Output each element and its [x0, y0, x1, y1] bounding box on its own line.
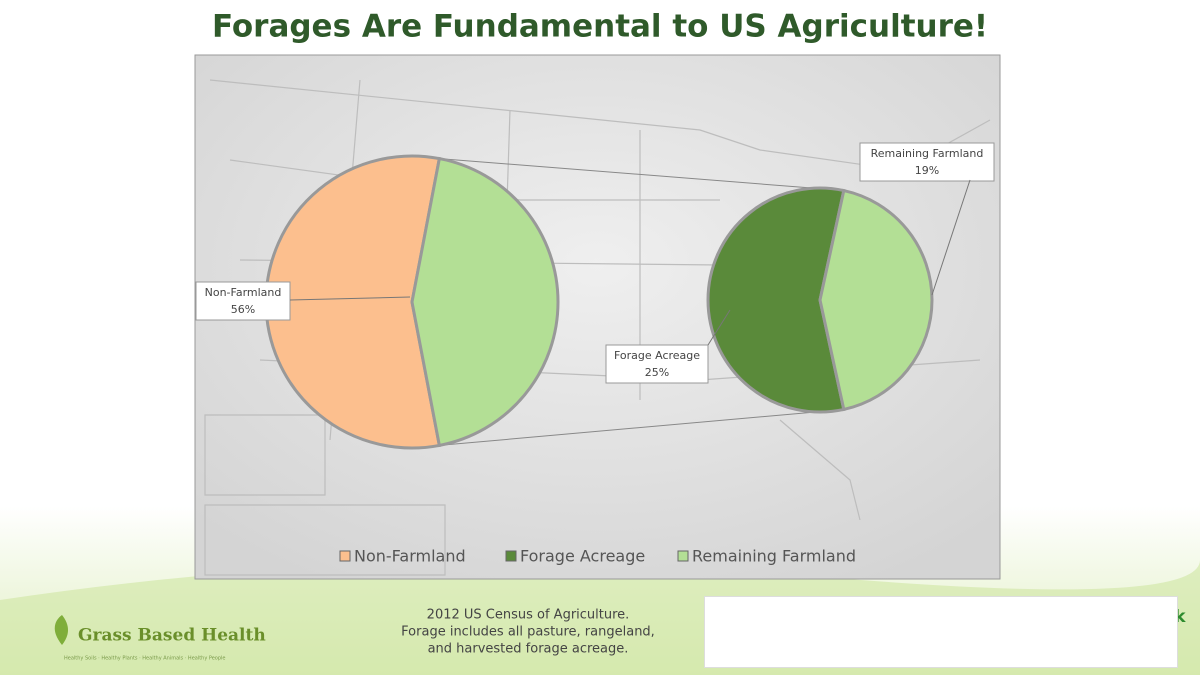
data-label: 25% — [645, 366, 669, 379]
event-dates: June 16-22, 2024 — [963, 633, 1126, 653]
footnote: Forage includes all pasture, rangeland, — [401, 625, 655, 640]
label-box — [195, 281, 291, 321]
legend-label: Remaining Farmland — [692, 547, 856, 566]
footnote: 2012 US Census of Agriculture. — [427, 608, 630, 623]
pie-slice — [706, 186, 846, 414]
afgc-url: www.AFGC.org — [748, 642, 859, 660]
logo-leaf — [54, 615, 68, 645]
pie-slice-other — [410, 156, 560, 448]
footnote: and harvested forage acreage. — [428, 642, 629, 657]
event-name: National Forage Week — [974, 607, 1186, 627]
leader-line — [289, 296, 411, 301]
data-label-name: Remaining Farmland — [871, 147, 984, 160]
logo-name: Grass Based Health — [78, 626, 266, 646]
data-label: 19% — [915, 164, 939, 177]
connector-line — [439, 408, 844, 446]
legend-label: Non-Farmland — [354, 547, 466, 566]
legend-label: Forage Acreage — [520, 547, 645, 566]
connector-line — [439, 158, 844, 192]
legend-swatch — [677, 550, 689, 562]
legend-swatch — [339, 550, 351, 562]
title: Forages Are Fundamental to US Agricultur… — [212, 9, 988, 45]
label-box — [605, 344, 709, 384]
logo-tagline: Healthy Soils · Healthy Plants · Healthy… — [64, 656, 226, 662]
afgc-line2: GRASSLAND COUNCIL — [742, 618, 937, 637]
data-label-name: Non-Farmland — [205, 286, 282, 299]
leader-line — [931, 179, 971, 296]
afgc-icon — [708, 603, 736, 631]
data-label-name: Forage Acreage — [614, 349, 700, 362]
leader-line — [707, 309, 731, 346]
afgc-line1: AMERICAN FORAGE & — [742, 598, 935, 617]
pie-slice — [818, 188, 934, 412]
label-box — [859, 142, 995, 182]
data-label: 56% — [231, 303, 255, 316]
legend-swatch — [505, 550, 517, 562]
